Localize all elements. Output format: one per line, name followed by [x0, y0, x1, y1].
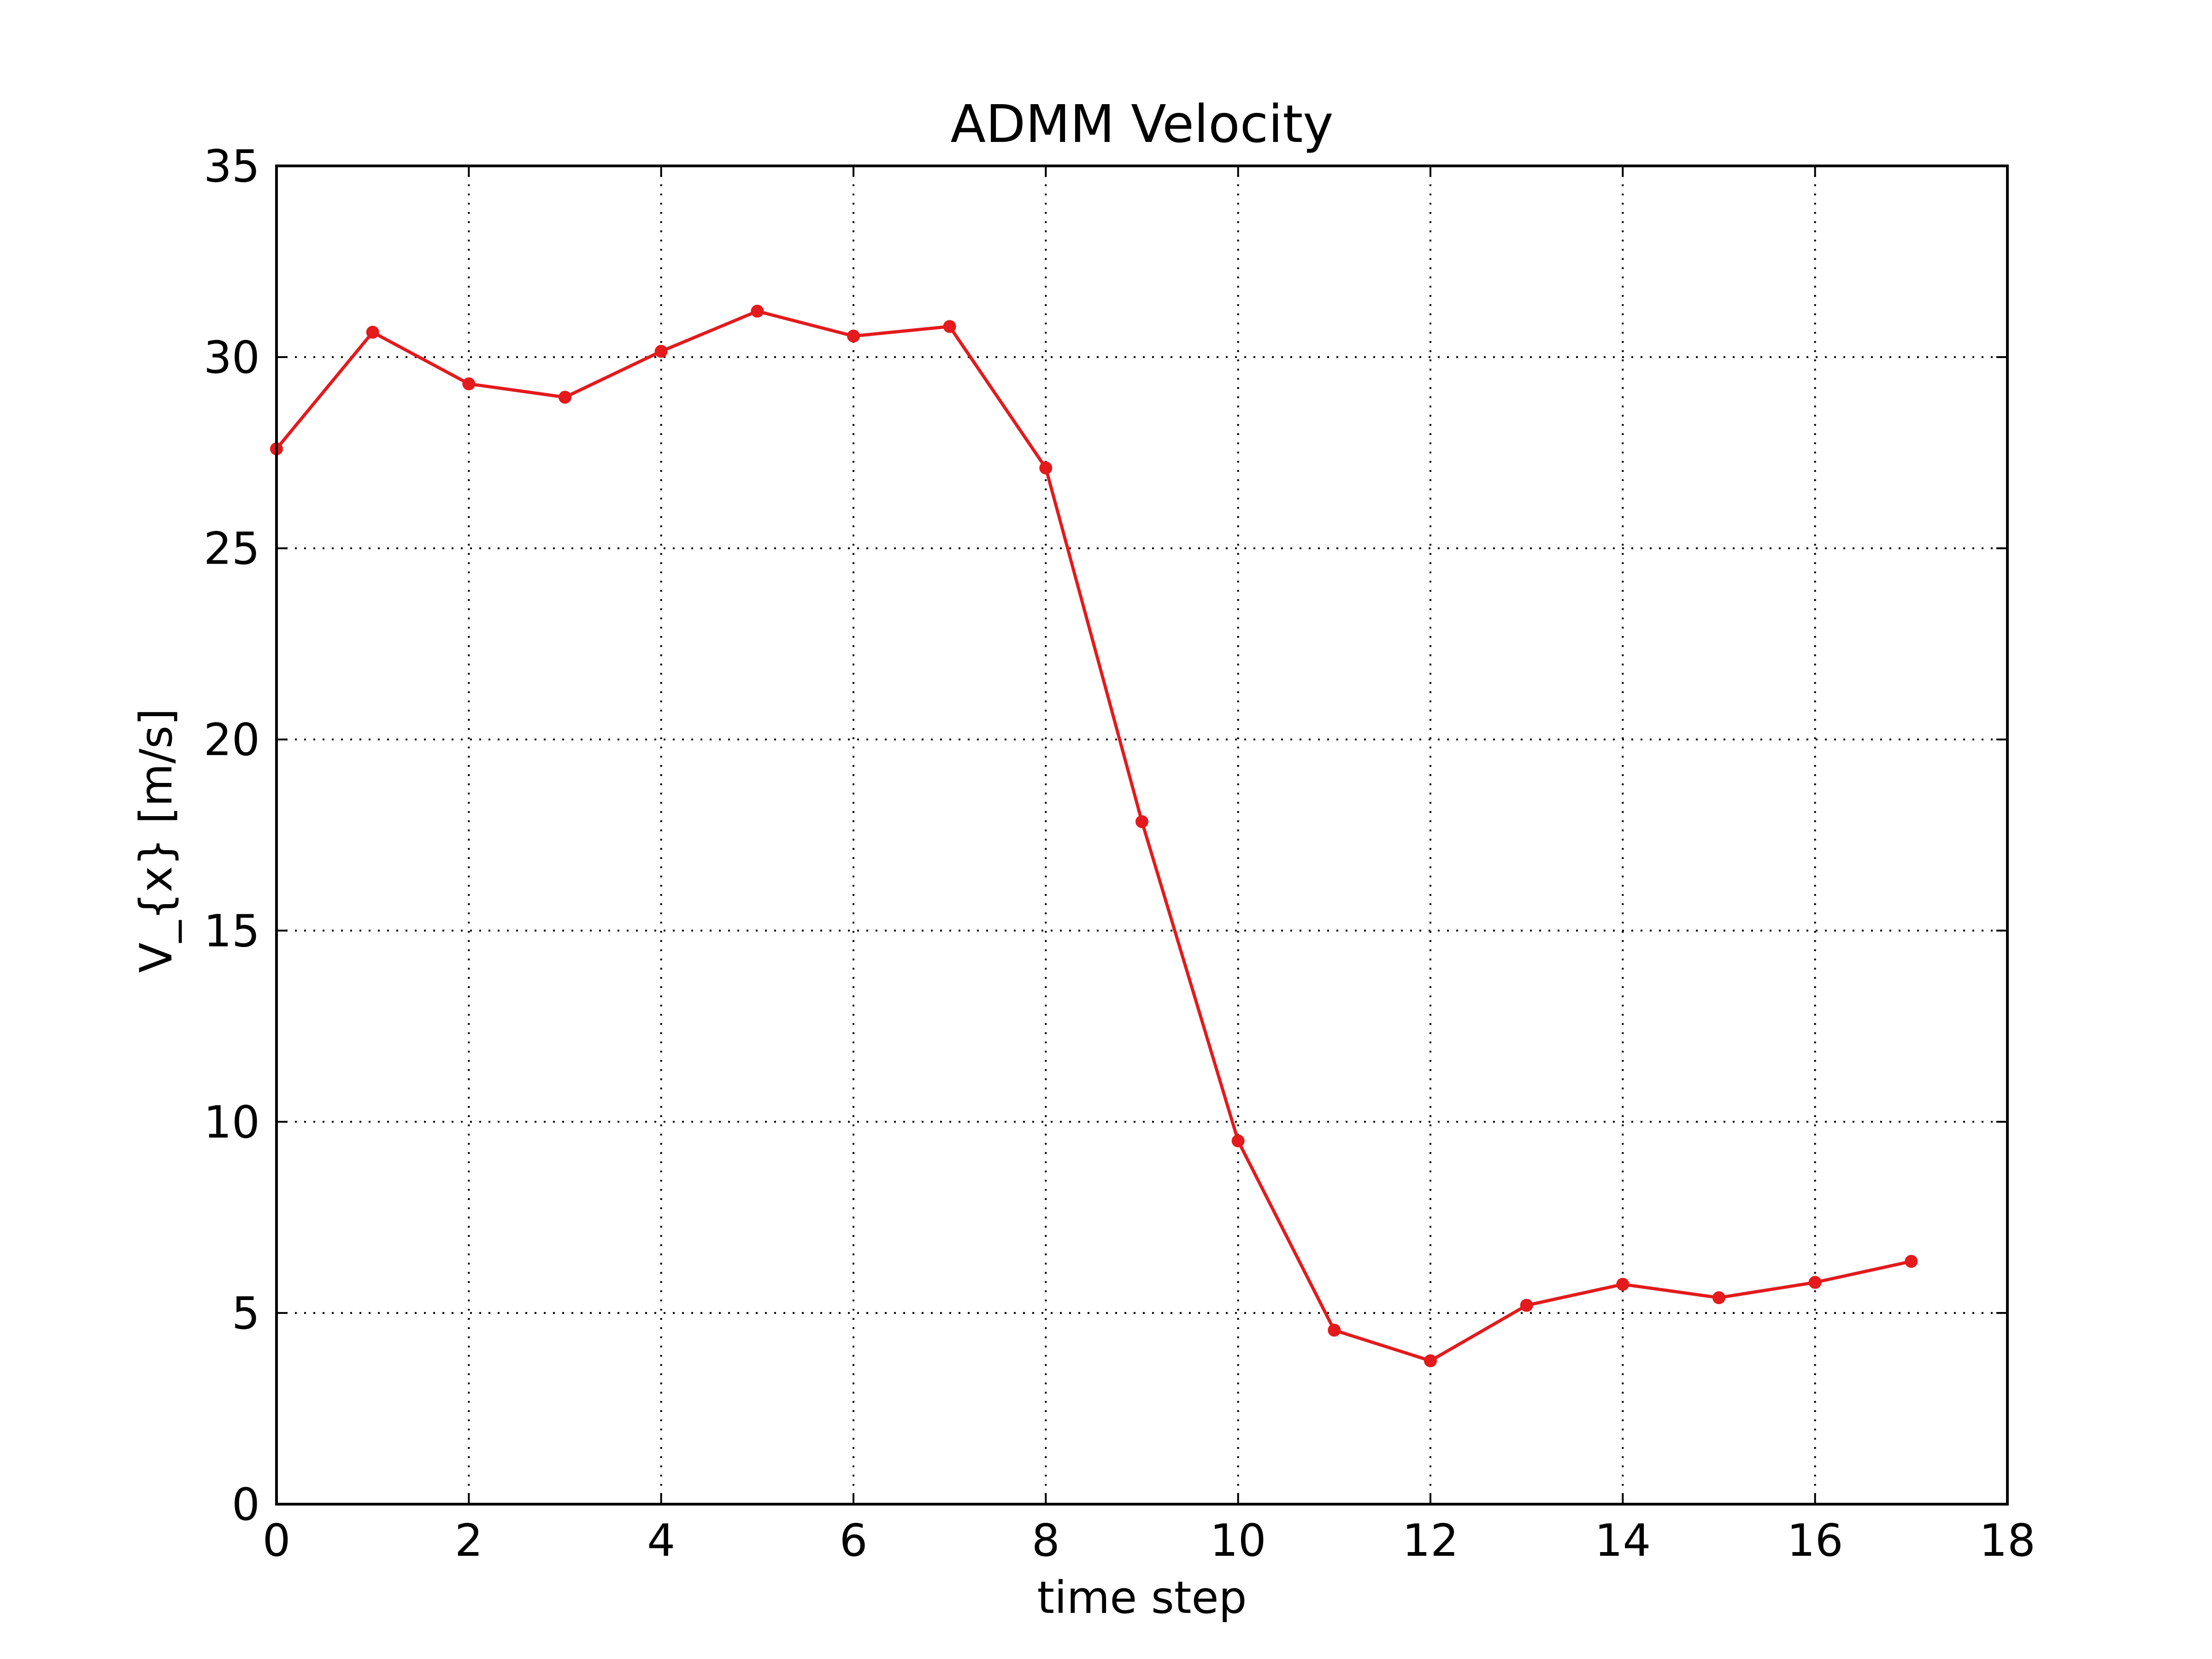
data-point [1039, 461, 1053, 475]
data-point [462, 377, 476, 390]
x-tick-label: 14 [1594, 1515, 1651, 1566]
chart-title: ADMM Velocity [950, 94, 1333, 154]
data-point [654, 345, 668, 358]
y-tick-label: 5 [232, 1288, 260, 1339]
data-point [1424, 1354, 1437, 1367]
data-point [559, 390, 571, 404]
series-line [275, 309, 1912, 1363]
y-tick-label: 15 [204, 905, 260, 957]
x-axis-label: time step [1037, 1572, 1247, 1624]
x-tick-label: 10 [1210, 1515, 1266, 1566]
x-tick-label: 0 [262, 1515, 290, 1566]
axes-frame [275, 165, 2009, 1506]
x-tick-label: 6 [839, 1515, 867, 1566]
y-tick-label: 20 [204, 714, 260, 766]
data-point [1808, 1276, 1822, 1289]
data-point [1520, 1299, 1533, 1312]
data-point [847, 329, 860, 343]
data-point [751, 305, 764, 318]
data-point [1616, 1277, 1630, 1291]
ticks: 0 2 4 6 8 10 12 14 16 18 0 5 10 15 20 25 30 35 [204, 141, 2036, 1566]
x-tick-label: 18 [1979, 1515, 2036, 1566]
x-tick-label: 4 [647, 1515, 675, 1566]
x-tick-label: 8 [1032, 1515, 1060, 1566]
series-layer [270, 305, 1918, 1367]
y-axis-label: V_{x} [m/s] [130, 708, 182, 973]
data-point [1905, 1255, 1918, 1268]
y-tick-label: 35 [204, 141, 260, 192]
x-tick-label: 2 [455, 1515, 483, 1566]
data-point [1231, 1134, 1245, 1147]
y-tick-label: 10 [204, 1096, 260, 1148]
data-point [1712, 1291, 1725, 1304]
y-tick-label: 25 [204, 523, 260, 575]
data-point [1135, 815, 1148, 828]
plot-frame [275, 165, 2009, 1506]
x-tick-label: 12 [1402, 1515, 1459, 1566]
y-tick-label: 0 [232, 1479, 260, 1530]
data-point [1328, 1324, 1341, 1337]
x-tick-label: 16 [1787, 1515, 1843, 1566]
y-tick-label: 30 [204, 332, 260, 383]
data-point [366, 325, 379, 339]
data-point [943, 320, 956, 333]
